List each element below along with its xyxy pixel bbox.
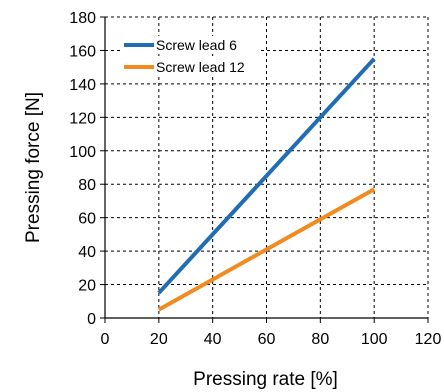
y-tick-label: 0 [87, 311, 96, 328]
y-tick-label: 140 [69, 77, 96, 94]
axes [100, 16, 429, 323]
y-axis-title: Pressing force [N] [23, 92, 44, 243]
legend-label-2: Screw lead 12 [156, 59, 245, 75]
x-tick-label: 20 [150, 331, 168, 348]
x-tick-label: 0 [101, 331, 110, 348]
y-tick-label: 60 [78, 211, 96, 228]
x-axis-title: Pressing rate [%] [193, 369, 338, 390]
y-tick-label: 120 [69, 110, 96, 127]
x-tick-label: 60 [258, 331, 276, 348]
series-line-2 [157, 187, 376, 312]
series-lines [157, 57, 376, 312]
legend-entry-background [120, 36, 258, 54]
y-tick-label: 100 [69, 144, 96, 161]
x-tick-label: 120 [415, 331, 442, 348]
legend: Screw lead 6 Screw lead 12 [120, 36, 258, 76]
x-tick-label: 40 [204, 331, 222, 348]
tick-labels: 0 20 40 60 80 100 120 0 20 40 60 80 100 120 140 160 180 [69, 10, 441, 348]
legend-label-1: Screw lead 6 [156, 37, 237, 53]
x-tick-label: 100 [361, 331, 388, 348]
y-tick-label: 160 [69, 43, 96, 60]
y-tick-label: 20 [78, 278, 96, 295]
x-tick-label: 80 [311, 331, 329, 348]
y-tick-label: 80 [78, 177, 96, 194]
y-tick-label: 180 [69, 10, 96, 27]
legend-entry-background [120, 58, 258, 76]
y-tick-label: 40 [78, 244, 96, 261]
series-line-1 [157, 57, 376, 295]
